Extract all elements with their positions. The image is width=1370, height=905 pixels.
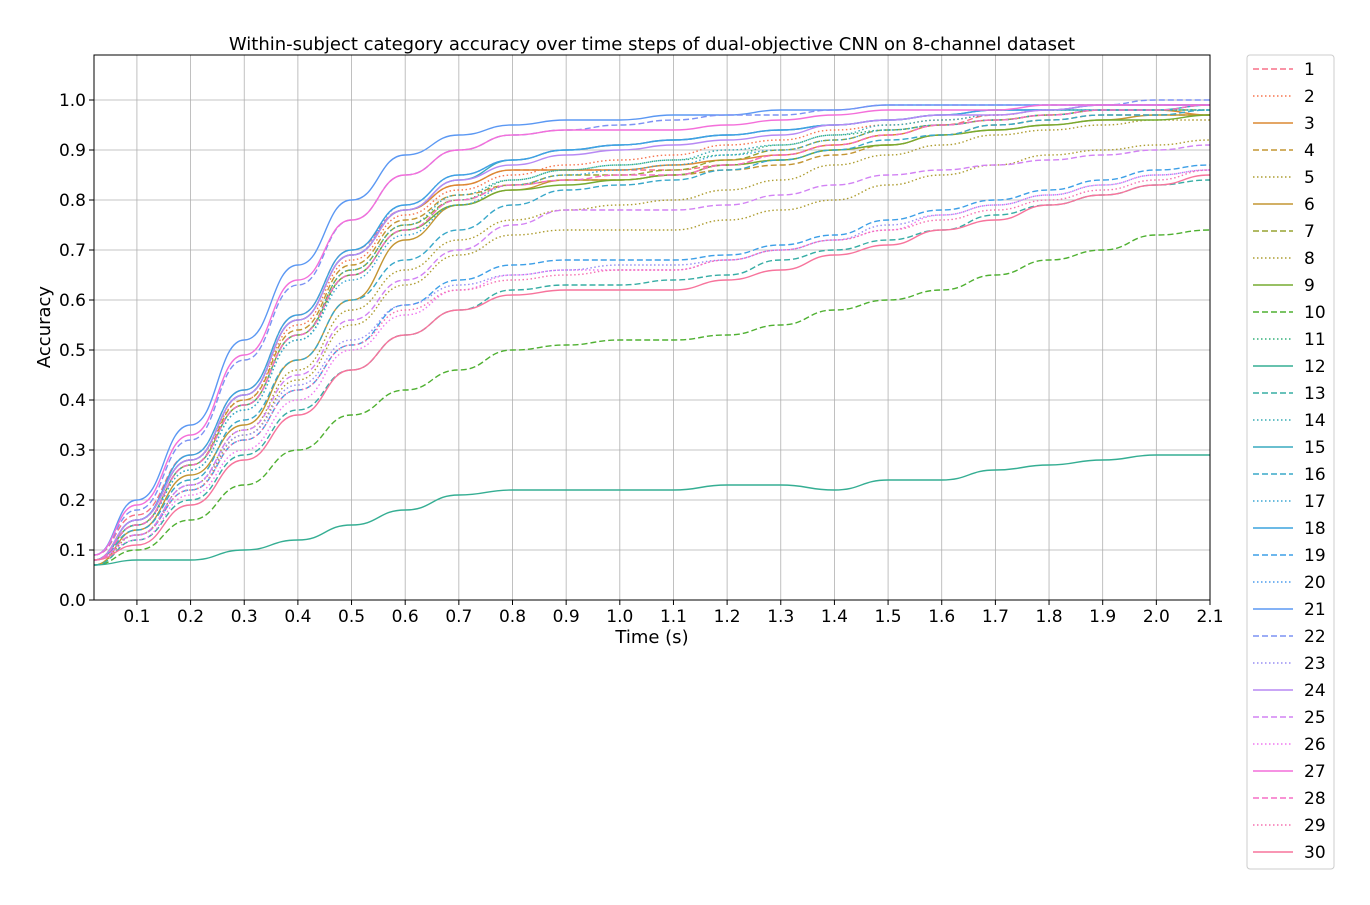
- legend-label-23: 23: [1304, 654, 1326, 674]
- legend-label-25: 25: [1304, 708, 1326, 728]
- x-tick-label: 1.2: [714, 607, 741, 627]
- series-line-28: [93, 104, 1211, 561]
- series-line-24: [93, 104, 1210, 561]
- x-tick-label: 1.5: [875, 607, 902, 627]
- x-tick-label: 0.7: [445, 607, 472, 627]
- x-tick-label: 1.7: [982, 607, 1009, 627]
- x-tick-label: 2.0: [1143, 607, 1170, 627]
- y-tick-label: 0.4: [59, 391, 86, 411]
- legend-label-30: 30: [1304, 843, 1326, 863]
- legend-label-1: 1: [1304, 60, 1315, 80]
- series-line-29: [93, 169, 1211, 561]
- x-tick-label: 0.9: [553, 607, 580, 627]
- legend-label-5: 5: [1304, 168, 1315, 188]
- plot-frame: [93, 54, 1211, 601]
- legend-label-20: 20: [1304, 573, 1326, 593]
- legend: 1234567891011121314151617181920212223242…: [1246, 54, 1335, 870]
- legend-label-12: 12: [1304, 357, 1326, 377]
- legend-label-19: 19: [1304, 546, 1326, 566]
- legend-label-3: 3: [1304, 114, 1315, 134]
- legend-label-16: 16: [1304, 465, 1326, 485]
- y-tick-label: 0.1: [59, 541, 86, 561]
- series-line-16: [93, 109, 1211, 561]
- x-tick-label: 0.1: [123, 607, 150, 627]
- x-tick-label: 0.4: [284, 607, 311, 627]
- series-line-17: [93, 109, 1210, 561]
- legend-label-22: 22: [1304, 627, 1326, 647]
- y-tick-label: 1.0: [59, 91, 86, 111]
- x-tick-label: 0.5: [338, 607, 365, 627]
- legend-label-11: 11: [1304, 330, 1326, 350]
- x-tick-label: 1.4: [821, 607, 848, 627]
- series-line-12: [93, 454, 1210, 566]
- legend-label-29: 29: [1304, 816, 1326, 836]
- y-tick-label: 0.0: [59, 591, 86, 611]
- legend-label-2: 2: [1304, 87, 1315, 107]
- x-axis-label: Time (s): [614, 627, 688, 648]
- x-tick-label: 1.6: [928, 607, 955, 627]
- x-tick-label: 1.0: [606, 607, 633, 627]
- legend-label-6: 6: [1304, 195, 1315, 215]
- chart-title: Within-subject category accuracy over ti…: [229, 34, 1075, 55]
- legend-label-14: 14: [1304, 411, 1326, 431]
- y-tick-label: 0.3: [59, 441, 86, 461]
- series-line-23: [93, 169, 1211, 561]
- legend-label-27: 27: [1304, 762, 1326, 782]
- series-line-26: [93, 169, 1211, 561]
- series-line-10: [93, 229, 1211, 566]
- axis-ticks: 0.1 0.2 0.3 0.4 0.5 0.6 0.7 0.8 0.9 1.0 1.1 1.2 1.3 1…: [59, 91, 1224, 627]
- legend-label-7: 7: [1304, 222, 1315, 242]
- legend-label-4: 4: [1304, 141, 1315, 161]
- series-lines: [93, 99, 1211, 566]
- x-tick-label: 2.1: [1196, 607, 1223, 627]
- y-tick-label: 0.2: [59, 491, 86, 511]
- y-tick-label: 0.9: [59, 141, 86, 161]
- legend-label-15: 15: [1304, 438, 1326, 458]
- legend-label-26: 26: [1304, 735, 1326, 755]
- x-tick-label: 0.3: [231, 607, 258, 627]
- legend-label-9: 9: [1304, 276, 1315, 296]
- series-line-19: [93, 164, 1211, 561]
- legend-label-28: 28: [1304, 789, 1326, 809]
- x-tick-label: 1.8: [1036, 607, 1063, 627]
- legend-label-21: 21: [1304, 600, 1326, 620]
- series-line-25: [93, 144, 1211, 561]
- series-line-27: [93, 104, 1210, 556]
- x-tick-label: 0.2: [177, 607, 204, 627]
- y-tick-label: 0.6: [59, 291, 86, 311]
- y-axis-label: Accuracy: [34, 286, 55, 369]
- x-tick-label: 0.8: [499, 607, 526, 627]
- x-tick-label: 0.6: [392, 607, 419, 627]
- legend-label-8: 8: [1304, 249, 1315, 269]
- legend-box: [1246, 54, 1335, 870]
- legend-label-17: 17: [1304, 492, 1326, 512]
- legend-label-10: 10: [1304, 303, 1326, 323]
- x-tick-label: 1.9: [1089, 607, 1116, 627]
- y-tick-label: 0.8: [59, 191, 86, 211]
- series-line-30: [93, 174, 1211, 561]
- y-tick-label: 0.5: [59, 341, 86, 361]
- series-line-8: [93, 119, 1210, 566]
- x-tick-label: 1.1: [660, 607, 687, 627]
- legend-label-24: 24: [1304, 681, 1326, 701]
- series-line-22: [93, 99, 1210, 556]
- y-tick-label: 0.7: [59, 241, 86, 261]
- x-tick-label: 1.3: [767, 607, 794, 627]
- legend-label-13: 13: [1304, 384, 1326, 404]
- legend-label-18: 18: [1304, 519, 1326, 539]
- series-line-13: [93, 179, 1211, 566]
